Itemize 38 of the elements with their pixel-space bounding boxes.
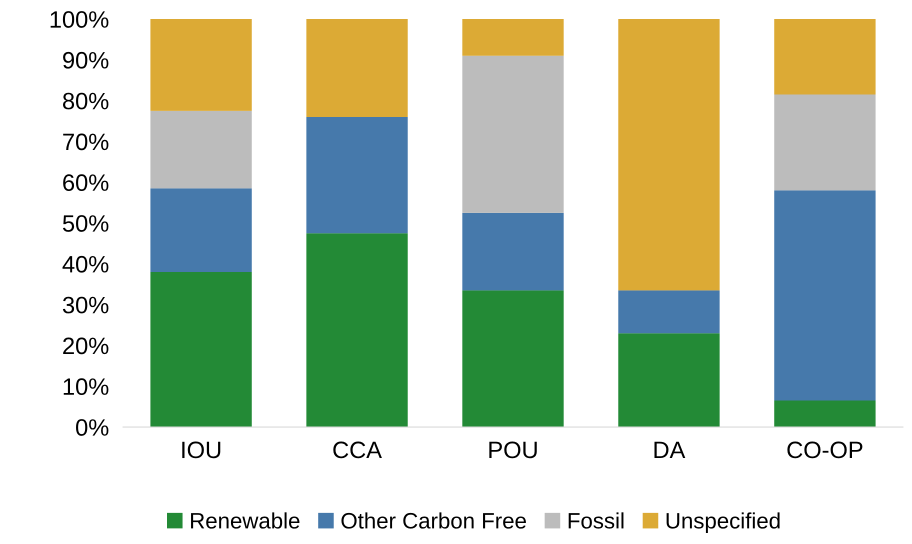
bar (618, 290, 720, 334)
y-tick-label: 40% (62, 256, 108, 273)
y-tick-label: 30% (62, 296, 108, 314)
legend-label: Other Carbon Free (341, 512, 526, 529)
y-tick-label: 70% (63, 134, 108, 150)
bar (774, 400, 876, 428)
y-tick-label: 100% (50, 11, 108, 28)
bar (774, 190, 876, 401)
bar (306, 19, 408, 117)
bar (150, 272, 252, 428)
x-tick-label: POU (489, 442, 537, 458)
x-tick-label: CCA (333, 442, 382, 458)
legend-label: Fossil (568, 512, 624, 529)
bar (150, 188, 252, 272)
y-tick-label: 90% (63, 52, 108, 69)
bar (462, 290, 564, 428)
y-tick-label: 20% (63, 338, 108, 354)
bar (306, 233, 408, 428)
bar (462, 19, 564, 56)
legend-label: Renewable (191, 512, 300, 529)
y-tick-label: 50% (62, 215, 108, 232)
legend-label: Unspecified (666, 512, 780, 534)
y-tick-label: 0% (76, 419, 108, 436)
bar (150, 19, 252, 111)
bar (774, 19, 876, 95)
y-tick-label: 10% (64, 378, 108, 396)
y-tick-label: 80% (63, 92, 108, 110)
bar (618, 19, 720, 290)
bar (306, 116, 408, 234)
y-tick-label: 60% (63, 174, 108, 192)
bar (150, 110, 252, 188)
bar (462, 56, 564, 213)
x-tick-label: CO-OP (787, 442, 862, 458)
bar (462, 212, 564, 290)
bar (774, 94, 876, 190)
x-tick-label: IOU (182, 442, 220, 458)
x-tick-label: DA (654, 442, 686, 458)
bar (618, 333, 720, 428)
